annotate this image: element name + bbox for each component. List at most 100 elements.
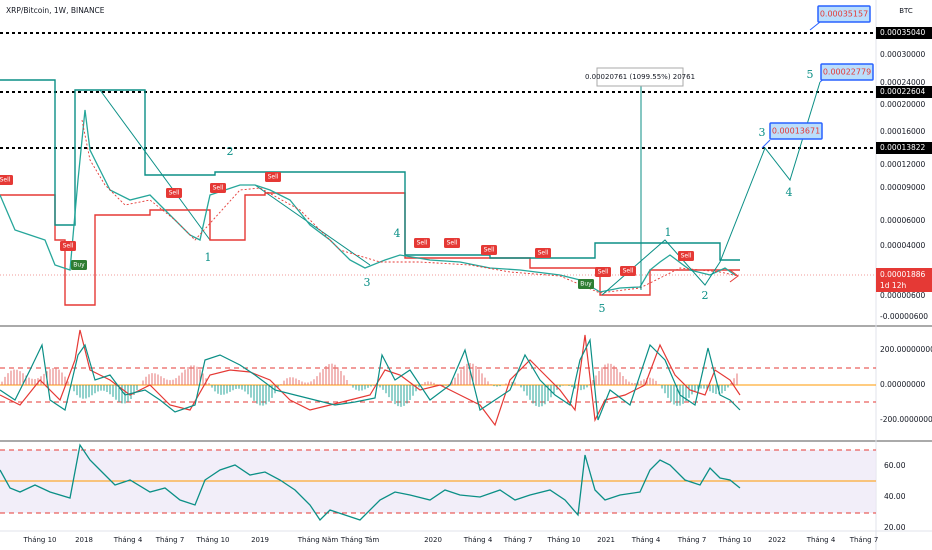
measure-label: 0.00020761 (1099.55%) 20761 bbox=[585, 73, 695, 81]
signal-label: Sell bbox=[447, 240, 458, 247]
price-line bbox=[0, 109, 736, 293]
current-price: 0.00001886 bbox=[880, 270, 926, 279]
price-line-bear bbox=[81, 119, 739, 294]
level-label-bg bbox=[876, 27, 932, 39]
signal-label: Sell bbox=[0, 177, 11, 184]
target-connector bbox=[761, 139, 771, 149]
price-tick-label: 0.00024000 bbox=[880, 78, 926, 87]
wave-label: 5 bbox=[807, 68, 814, 81]
target-box bbox=[817, 5, 871, 23]
wave-label: 5 bbox=[599, 302, 606, 315]
signal-label: Sell bbox=[623, 268, 634, 275]
stop-line-upper bbox=[0, 79, 740, 261]
level-label: 0.00035040 bbox=[880, 28, 926, 37]
signal-label: Buy bbox=[580, 281, 592, 288]
signal-box bbox=[578, 279, 594, 289]
wave-label: 1 bbox=[205, 251, 212, 264]
time-tick-label: Tháng 7 bbox=[677, 536, 707, 544]
signal-label: Sell bbox=[63, 243, 74, 250]
price-tick-label: 0.00000600 bbox=[880, 291, 926, 300]
signal-label: Sell bbox=[268, 174, 279, 181]
cci-tick-label: 200.00000000 bbox=[880, 345, 932, 354]
signal-box bbox=[166, 188, 182, 198]
signal-label: Sell bbox=[598, 269, 609, 276]
level-label-bg bbox=[876, 86, 932, 98]
signal-box bbox=[210, 183, 226, 193]
wave-label: 2 bbox=[227, 145, 234, 158]
time-tick-label: Tháng 4 bbox=[631, 536, 661, 544]
target-connector bbox=[809, 21, 821, 31]
cci-signal bbox=[0, 329, 741, 427]
rsi-tick-label: 60.00 bbox=[884, 461, 906, 470]
signal-box bbox=[414, 238, 430, 248]
signal-label: Buy bbox=[73, 262, 85, 269]
time-tick-label: Tháng 10 bbox=[546, 536, 580, 544]
signal-box bbox=[481, 245, 497, 255]
current-price-bg bbox=[876, 268, 932, 292]
trend-line bbox=[254, 184, 371, 266]
price-tick-label: 0.00012000 bbox=[880, 160, 926, 169]
level-label-bg bbox=[876, 142, 932, 154]
wave-label: 4 bbox=[786, 186, 793, 199]
signal-box bbox=[0, 175, 13, 185]
price-tick-label: -0.00000600 bbox=[880, 312, 928, 321]
time-tick-label: Tháng 7 bbox=[155, 536, 185, 544]
cci-line bbox=[0, 337, 741, 421]
signal-label: Sell bbox=[213, 185, 224, 192]
price-tick-label: 0.00006000 bbox=[880, 216, 926, 225]
signal-box bbox=[71, 260, 87, 270]
time-tick-label: Tháng 10 bbox=[195, 536, 229, 544]
wave-label: 3 bbox=[759, 126, 766, 139]
time-tick-label: Tháng 7 bbox=[849, 536, 879, 544]
trend-line bbox=[99, 89, 211, 241]
time-tick-label: 2018 bbox=[75, 536, 93, 544]
target-label: 0.00022779 bbox=[823, 68, 871, 77]
time-tick-label: Tháng Tám bbox=[340, 536, 380, 544]
rsi-line bbox=[0, 443, 741, 522]
wave-label: 3 bbox=[364, 276, 371, 289]
signal-box bbox=[444, 238, 460, 248]
signal-box bbox=[595, 267, 611, 277]
target-label: 0.00035157 bbox=[820, 10, 868, 19]
cci-tick-label: -200.00000000 bbox=[880, 415, 932, 424]
target-box bbox=[769, 122, 823, 140]
signal-box bbox=[60, 241, 76, 251]
rsi-tick-label: 40.00 bbox=[884, 492, 906, 501]
countdown: 1d 12h bbox=[880, 281, 906, 290]
measure-box bbox=[596, 67, 684, 87]
target-label: 0.00013671 bbox=[772, 127, 820, 136]
price-tick-label: 0.00004000 bbox=[880, 241, 926, 250]
time-tick-label: Tháng 10 bbox=[717, 536, 751, 544]
level-label: 0.00022604 bbox=[880, 87, 926, 96]
price-tick-label: 0.00009000 bbox=[880, 183, 926, 192]
signal-box bbox=[535, 248, 551, 258]
time-tick-label: Tháng 7 bbox=[503, 536, 533, 544]
time-tick-label: Tháng 4 bbox=[113, 536, 143, 544]
wave-label: 1 bbox=[665, 226, 672, 239]
level-label: 0.00013822 bbox=[880, 143, 926, 152]
signal-label: Sell bbox=[681, 253, 692, 260]
signal-label: Sell bbox=[169, 190, 180, 197]
rsi-tick-label: 20.00 bbox=[884, 523, 906, 532]
time-tick-label: 2022 bbox=[768, 536, 786, 544]
wave-label: 2 bbox=[702, 289, 709, 302]
currency: BTC bbox=[899, 7, 913, 15]
wave-label: 4 bbox=[394, 227, 401, 240]
signal-box bbox=[265, 172, 281, 182]
signal-box bbox=[678, 251, 694, 261]
target-box bbox=[820, 63, 874, 81]
price-tick-label: 0.00020000 bbox=[880, 100, 926, 109]
signal-label: Sell bbox=[484, 247, 495, 254]
signal-label: Sell bbox=[417, 240, 428, 247]
time-tick-label: Tháng 10 bbox=[22, 536, 56, 544]
arrow bbox=[729, 269, 739, 283]
time-tick-label: 2021 bbox=[597, 536, 615, 544]
time-tick-label: Tháng 4 bbox=[806, 536, 836, 544]
price-tick-label: 0.00030000 bbox=[880, 50, 926, 59]
projection bbox=[601, 81, 821, 296]
price-tick-label: 0.00016000 bbox=[880, 127, 926, 136]
time-tick-label: 2020 bbox=[424, 536, 442, 544]
symbol-title: XRP/Bitcoin, 1W, BINANCE bbox=[6, 6, 105, 15]
